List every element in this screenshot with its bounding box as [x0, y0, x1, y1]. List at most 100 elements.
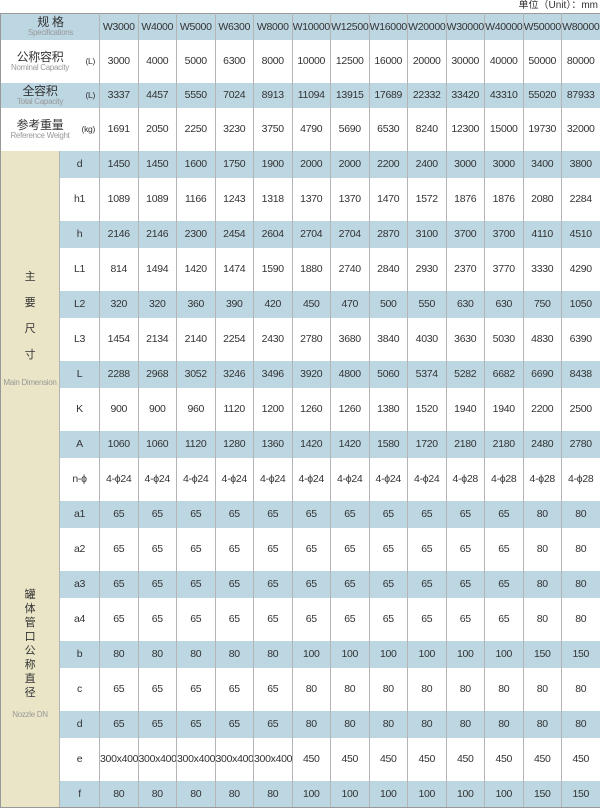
value-cell: 100: [408, 641, 447, 668]
group-label-char: 寸: [1, 342, 59, 368]
value-cell: 1060: [100, 431, 139, 458]
value-cell: 65: [254, 711, 293, 738]
value-cell: 100: [369, 781, 408, 808]
value-cell: 5282: [446, 361, 485, 388]
spec-label-en: Specifications: [1, 28, 100, 37]
value-cell: 65: [369, 501, 408, 528]
value-cell: 55020: [523, 83, 562, 108]
value-cell: 65: [215, 711, 254, 738]
model-header: W50000: [523, 14, 562, 40]
value-cell: 65: [485, 528, 524, 571]
value-cell: 6530: [369, 108, 408, 151]
value-cell: 65: [100, 711, 139, 738]
value-cell: 80: [254, 641, 293, 668]
value-cell: 10000: [292, 40, 331, 83]
value-cell: 100: [369, 641, 408, 668]
row-label-zh: 全容积: [1, 85, 79, 97]
value-cell: 2050: [138, 108, 177, 151]
value-cell: 4457: [138, 83, 177, 108]
value-cell: 300x400: [215, 738, 254, 781]
value-cell: 22332: [408, 83, 447, 108]
value-cell: 2370: [446, 248, 485, 291]
value-cell: 13915: [331, 83, 370, 108]
value-cell: 80: [292, 668, 331, 711]
value-cell: 450: [408, 738, 447, 781]
value-cell: 40000: [485, 40, 524, 83]
value-cell: 65: [369, 571, 408, 598]
value-cell: 20000: [408, 40, 447, 83]
value-cell: 2480: [523, 431, 562, 458]
value-cell: 2288: [100, 361, 139, 388]
value-cell: 1450: [138, 151, 177, 178]
group-label-char: 直: [1, 672, 59, 686]
value-cell: 1420: [177, 248, 216, 291]
value-cell: 3680: [331, 318, 370, 361]
value-cell: 1750: [215, 151, 254, 178]
value-cell: 3496: [254, 361, 293, 388]
value-cell: 65: [446, 501, 485, 528]
value-cell: 1880: [292, 248, 331, 291]
value-cell: 1370: [292, 178, 331, 221]
value-cell: 5374: [408, 361, 447, 388]
value-cell: 4-ϕ28: [485, 458, 524, 501]
value-cell: 65: [292, 571, 331, 598]
value-cell: 6300: [215, 40, 254, 83]
value-cell: 100: [446, 641, 485, 668]
value-cell: 65: [254, 668, 293, 711]
value-cell: 1120: [215, 388, 254, 431]
value-cell: 100: [292, 641, 331, 668]
value-cell: 80: [331, 711, 370, 738]
value-cell: 100: [485, 641, 524, 668]
value-cell: 3230: [215, 108, 254, 151]
value-cell: 1876: [446, 178, 485, 221]
dimension-label: d: [60, 151, 100, 178]
value-cell: 5030: [485, 318, 524, 361]
value-cell: 80: [562, 598, 600, 641]
value-cell: 900: [138, 388, 177, 431]
value-cell: 80: [523, 528, 562, 571]
value-cell: 1060: [138, 431, 177, 458]
row-label-en: Total Capacity: [1, 97, 79, 106]
value-cell: 65: [100, 598, 139, 641]
value-cell: 300x400: [177, 738, 216, 781]
unit-note: 单位（Unit）：mm: [0, 0, 600, 13]
value-cell: 65: [138, 501, 177, 528]
value-cell: 100: [292, 781, 331, 808]
value-cell: 450: [523, 738, 562, 781]
value-cell: 80: [523, 598, 562, 641]
model-header: W5000: [177, 14, 216, 40]
value-cell: 65: [177, 668, 216, 711]
value-cell: 8438: [562, 361, 600, 388]
model-header: W8000: [254, 14, 293, 40]
value-cell: 2254: [215, 318, 254, 361]
value-cell: 1089: [100, 178, 139, 221]
value-cell: 2454: [215, 221, 254, 248]
value-cell: 12300: [446, 108, 485, 151]
value-cell: 80: [523, 668, 562, 711]
value-cell: 80: [562, 501, 600, 528]
value-cell: 65: [177, 528, 216, 571]
group-label-char: 径: [1, 686, 59, 700]
value-cell: 100: [408, 781, 447, 808]
value-cell: 65: [485, 571, 524, 598]
value-cell: 15000: [485, 108, 524, 151]
value-cell: 16000: [369, 40, 408, 83]
value-cell: 300x400: [100, 738, 139, 781]
value-cell: 450: [485, 738, 524, 781]
value-cell: 1520: [408, 388, 447, 431]
value-cell: 6682: [485, 361, 524, 388]
value-cell: 470: [331, 291, 370, 318]
value-cell: 814: [100, 248, 139, 291]
value-cell: 1420: [331, 431, 370, 458]
dimension-label: L2: [60, 291, 100, 318]
value-cell: 65: [408, 598, 447, 641]
group-label-char: 称: [1, 658, 59, 672]
value-cell: 1260: [331, 388, 370, 431]
